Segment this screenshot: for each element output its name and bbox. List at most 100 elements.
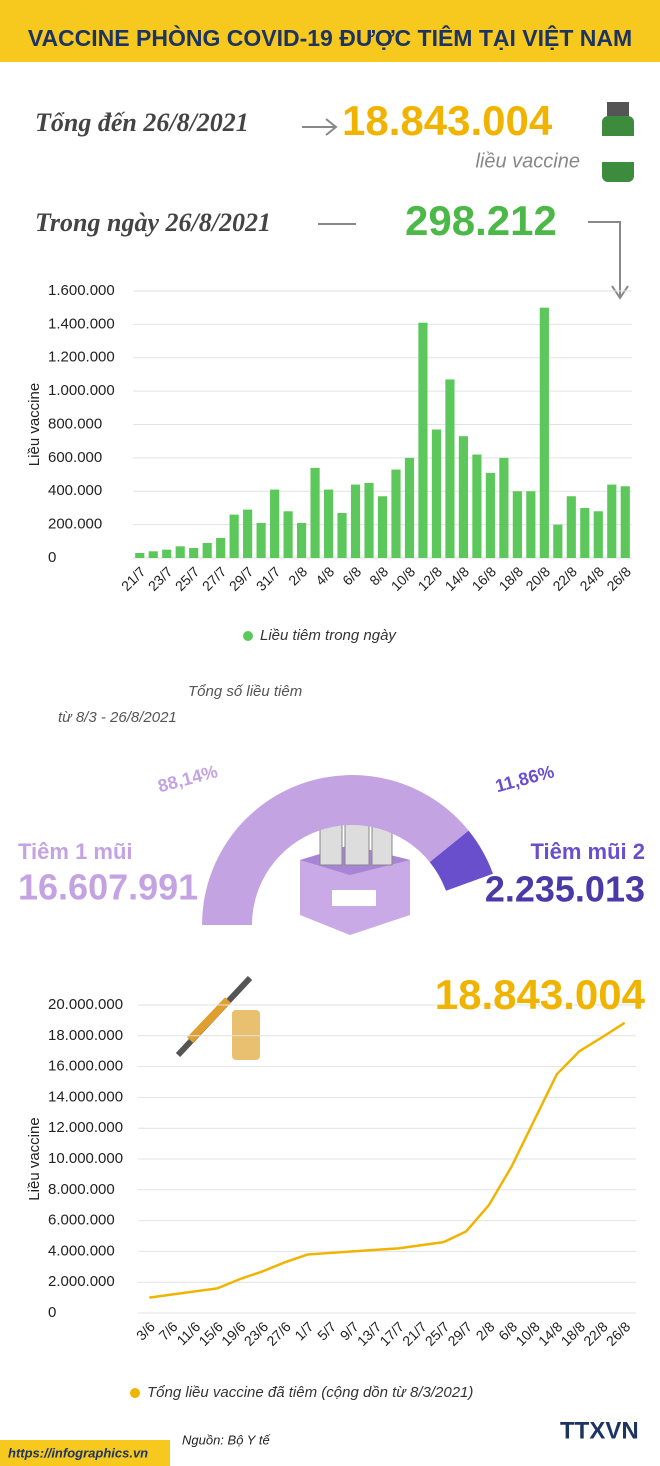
- y-tick-label: 800.000: [48, 415, 102, 432]
- bar: [350, 484, 361, 558]
- y-axis-label: Liều vaccine: [26, 383, 43, 466]
- category-label: Tiêm 1 mũi: [18, 839, 133, 864]
- legend-marker: [130, 1388, 140, 1398]
- bar: [256, 522, 266, 558]
- bar: [431, 429, 442, 558]
- total-unit: liều vaccine: [475, 150, 580, 172]
- y-axis-label: Liều vaccine: [26, 1117, 43, 1200]
- bar: [377, 496, 388, 558]
- x-tick-label: 12/8: [415, 563, 446, 594]
- y-tick-label: 6.000.000: [48, 1212, 115, 1229]
- legend-marker: [243, 631, 253, 641]
- value-label: 11,86%: [493, 761, 556, 796]
- bar: [580, 507, 590, 558]
- bar: [189, 547, 199, 558]
- value-label: 88,14%: [156, 761, 220, 796]
- x-tick-label: 23/7: [145, 563, 176, 594]
- bar: [566, 496, 576, 558]
- bar: [283, 511, 293, 558]
- y-tick-label: 14.000.000: [48, 1088, 123, 1105]
- bar: [472, 454, 482, 558]
- y-tick-label: 16.000.000: [48, 1058, 123, 1075]
- y-tick-label: 10.000.000: [48, 1150, 123, 1167]
- bar: [458, 436, 469, 558]
- x-tick-label: 20/8: [522, 563, 553, 594]
- footer-band: [0, 1440, 170, 1466]
- bar: [391, 469, 401, 558]
- bar: [553, 524, 563, 558]
- y-tick-label: 600.000: [48, 449, 102, 466]
- amount: 16.607.991: [18, 867, 198, 908]
- y-tick-label: 8.000.000: [48, 1181, 115, 1198]
- logo: TTXVN: [560, 1417, 639, 1444]
- y-tick-label: 1.000.000: [48, 382, 115, 399]
- bar: [202, 542, 212, 558]
- x-tick-label: 3/6: [133, 1318, 158, 1343]
- bar: [310, 467, 320, 558]
- bar: [526, 491, 536, 558]
- bar: [175, 546, 185, 558]
- x-tick-label: 10/8: [388, 563, 419, 594]
- amount: 2.235.013: [485, 869, 645, 910]
- x-tick-label: 6/8: [339, 563, 364, 588]
- x-tick-label: 26/8: [603, 1318, 634, 1349]
- x-tick-label: 31/7: [253, 563, 284, 594]
- x-tick-label: 25/7: [172, 563, 203, 594]
- y-tick-label: 20.000.000: [48, 996, 123, 1013]
- bar: [216, 537, 226, 558]
- y-tick-label: 400.000: [48, 482, 102, 499]
- donut-segment: [429, 830, 493, 891]
- x-tick-label: 22/8: [549, 563, 580, 594]
- bar: [364, 482, 374, 558]
- bar: [135, 552, 145, 558]
- line: [149, 1021, 626, 1299]
- total-value: 18.843.004: [342, 97, 553, 144]
- bar: [323, 489, 334, 558]
- x-tick-label: 18/8: [496, 563, 527, 594]
- source: Nguồn: Bộ Y tế: [182, 1432, 270, 1447]
- x-tick-label: 5/7: [314, 1318, 339, 1343]
- x-tick-label: 27/7: [199, 563, 230, 594]
- x-tick-label: 1/7: [291, 1318, 316, 1343]
- bar: [337, 512, 347, 558]
- y-tick-label: 12.000.000: [48, 1119, 123, 1136]
- y-tick-label: 4.000.000: [48, 1242, 115, 1259]
- y-tick-label: 1.400.000: [48, 315, 115, 332]
- bar: [229, 514, 239, 558]
- category-label: Tiêm mũi 2: [530, 839, 645, 864]
- bar: [296, 522, 307, 558]
- x-tick-label: 21/7: [118, 563, 149, 594]
- bar: [499, 457, 509, 558]
- bar: [148, 551, 158, 558]
- bar: [607, 484, 617, 558]
- bar: [243, 509, 253, 558]
- legend-label: Tổng liều vaccine đã tiêm (cộng dồn từ 8…: [147, 1384, 473, 1401]
- bar: [593, 511, 603, 558]
- arrow: [302, 118, 338, 136]
- bar: [404, 457, 415, 558]
- title: VACCINE PHÒNG COVID-19 ĐƯỢC TIÊM TẠI VIỆ…: [28, 24, 632, 51]
- donut-title: Tổng số liều tiêm: [188, 683, 302, 700]
- x-tick-label: 8/8: [366, 563, 391, 588]
- donut-segment: [202, 775, 469, 925]
- arrow: [588, 221, 629, 300]
- footer-url: https://infographics.vn: [8, 1445, 148, 1460]
- y-tick-label: 1.600.000: [48, 282, 115, 299]
- syringe: [175, 975, 260, 1060]
- bar: [162, 549, 172, 558]
- y-tick-label: 0: [48, 1304, 56, 1321]
- bar: [485, 472, 495, 558]
- x-tick-label: 27/6: [263, 1318, 294, 1349]
- bar: [270, 489, 280, 558]
- daily-label: Trong ngày 26/8/2021: [35, 208, 271, 237]
- x-tick-label: 2/8: [285, 563, 310, 588]
- daily-value: 298.212: [405, 197, 557, 244]
- x-tick-label: 26/8: [603, 563, 634, 594]
- total-label: Tổng đến 26/8/2021: [35, 108, 249, 137]
- bar: [620, 486, 630, 558]
- x-tick-label: 16/8: [469, 563, 500, 594]
- annotation: 18.843.004: [435, 971, 646, 1018]
- x-tick-label: 4/8: [312, 563, 337, 588]
- bar: [445, 379, 455, 558]
